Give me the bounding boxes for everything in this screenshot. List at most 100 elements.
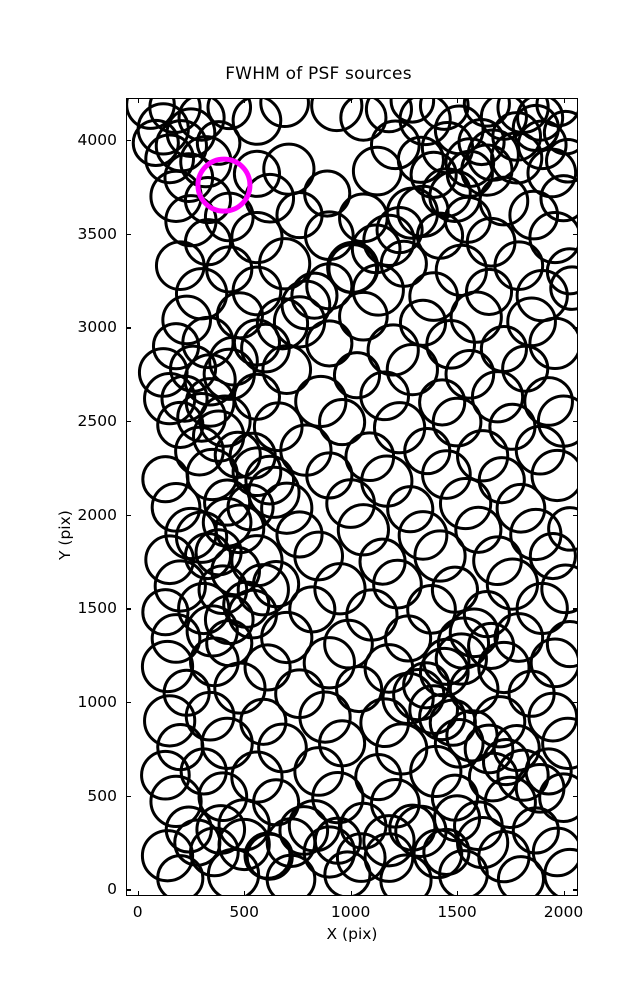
- psf-source-circle: [313, 562, 367, 616]
- psf-source-circle: [231, 446, 283, 498]
- psf-source-circle: [244, 454, 296, 506]
- psf-source-circle: [302, 636, 356, 690]
- psf-source-circle: [176, 392, 227, 443]
- psf-source-circle: [363, 832, 415, 883]
- psf-source-circle: [456, 429, 510, 483]
- psf-source-circle: [177, 98, 226, 142]
- psf-source-circle: [140, 829, 195, 883]
- x-tick-label: 2000: [543, 903, 584, 921]
- psf-source-circle: [526, 147, 578, 199]
- psf-source-circle: [185, 447, 239, 502]
- psf-source-circle: [140, 749, 191, 801]
- psf-source-circle: [508, 189, 560, 241]
- psf-source-circle: [154, 240, 206, 291]
- psf-source-circle: [385, 343, 439, 397]
- psf-source-circle: [303, 169, 352, 218]
- psf-source-circle: [206, 98, 253, 131]
- y-tick-mark: [126, 889, 131, 891]
- psf-source-circle: [389, 98, 436, 124]
- psf-source-circle: [408, 271, 459, 322]
- psf-source-circle: [428, 698, 477, 747]
- psf-source-circle: [126, 98, 176, 130]
- x-tick-label: 500: [229, 903, 259, 921]
- y-tick-mark: [126, 514, 131, 516]
- psf-source-circle: [531, 826, 578, 878]
- psf-source-circle: [261, 344, 313, 395]
- page-title: FWHM of PSF sources: [225, 64, 412, 84]
- psf-source-circle: [213, 430, 262, 479]
- psf-source-circle: [141, 455, 190, 504]
- y-tick-mark: [126, 421, 131, 423]
- psf-source-circle: [467, 621, 516, 670]
- psf-source-circle: [335, 832, 387, 883]
- psf-source-circle: [462, 98, 511, 128]
- psf-source-circle: [203, 594, 255, 646]
- x-tick-label: 0: [132, 903, 143, 921]
- psf-source-circle: [529, 637, 578, 689]
- y-tick-mark-right: [573, 421, 578, 423]
- psf-source-circle: [150, 613, 202, 664]
- psf-source-circle: [213, 661, 267, 715]
- psf-source-circle: [398, 98, 452, 147]
- x-tick-mark: [244, 891, 246, 896]
- y-tick-label: 0: [107, 880, 117, 899]
- y-tick-label: 1000: [77, 693, 117, 712]
- psf-source-circle: [183, 176, 233, 225]
- psf-source-circle: [153, 559, 207, 613]
- psf-source-circle: [335, 664, 384, 714]
- y-tick-mark: [126, 702, 131, 704]
- psf-source-circle: [236, 563, 290, 617]
- psf-source-circle: [528, 210, 578, 265]
- x-tick-mark: [350, 891, 352, 896]
- psf-source-circle: [140, 639, 195, 694]
- y-tick-label: 2000: [77, 505, 117, 524]
- plot-axes: [126, 98, 578, 896]
- psf-source-circle: [386, 485, 435, 534]
- psf-source-circle: [239, 697, 288, 746]
- psf-source-circles: [126, 98, 578, 896]
- psf-source-circle: [538, 772, 578, 823]
- psf-source-circle: [496, 748, 550, 802]
- x-tick-mark-top: [457, 98, 459, 103]
- psf-source-circle: [549, 265, 578, 311]
- psf-source-circle: [481, 738, 531, 787]
- psf-source-circle: [161, 294, 213, 346]
- psf-source-circle: [493, 612, 545, 663]
- psf-source-circle: [354, 752, 403, 802]
- x-tick-mark-top: [563, 98, 565, 103]
- psf-source-circle: [463, 723, 515, 775]
- psf-source-circle: [454, 505, 503, 554]
- y-axis-label: Y (pix): [56, 510, 74, 560]
- y-tick-label: 4000: [77, 131, 117, 150]
- y-tick-mark-right: [573, 608, 578, 610]
- psf-source-circle: [445, 709, 499, 763]
- psf-source-circle: [493, 240, 545, 291]
- y-tick-mark: [126, 233, 131, 235]
- psf-source-circle: [402, 661, 451, 710]
- psf-source-circle: [369, 119, 421, 171]
- psf-source-circle: [323, 850, 372, 896]
- psf-source-circle: [184, 690, 236, 742]
- psf-source-circle: [528, 531, 577, 581]
- psf-source-circle: [275, 510, 324, 559]
- psf-source-circle: [185, 604, 239, 658]
- psf-source-circle: [397, 510, 449, 561]
- psf-source-circle: [539, 174, 578, 223]
- psf-source-circle: [496, 855, 545, 896]
- psf-source-circle: [514, 762, 566, 814]
- x-tick-mark-top: [244, 98, 246, 103]
- psf-source-circle: [336, 503, 390, 557]
- psf-source-circle: [362, 814, 416, 868]
- psf-source-circle: [375, 722, 429, 776]
- psf-source-circle: [381, 671, 435, 725]
- y-tick-mark: [126, 140, 131, 142]
- x-tick-label: 1500: [437, 903, 477, 921]
- psf-source-circle: [418, 98, 470, 131]
- y-tick-mark-right: [573, 514, 578, 516]
- psf-source-circle: [545, 619, 578, 669]
- psf-source-circle: [275, 191, 324, 240]
- psf-source-circle: [232, 149, 282, 198]
- x-tick-mark: [137, 891, 139, 896]
- psf-source-circle: [144, 133, 195, 185]
